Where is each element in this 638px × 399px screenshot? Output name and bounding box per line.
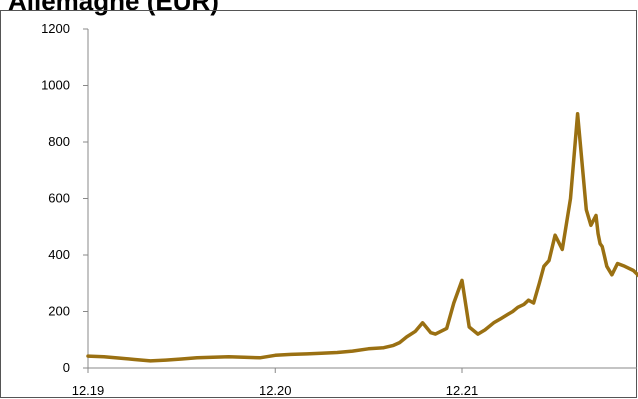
x-ticks: 12.19 12.20 12.21 (72, 368, 479, 398)
series-group (86, 112, 638, 363)
axes (87, 29, 637, 369)
chart-frame (0, 10, 637, 398)
y-tick-label: 1200 (41, 21, 70, 36)
y-tick-label: 1000 (41, 78, 70, 93)
x-tick-label: 12.21 (446, 383, 479, 398)
y-tick-label: 200 (48, 304, 70, 319)
y-tick-label: 0 (63, 360, 70, 375)
y-tick-label: 400 (48, 247, 70, 262)
y-ticks: 0 200 400 600 800 1000 1200 (41, 21, 88, 375)
chart-title: Allemagne (EUR) (8, 0, 219, 16)
x-tick-label: 12.20 (259, 383, 292, 398)
series-line (86, 112, 638, 363)
x-tick-label: 12.19 (72, 383, 105, 398)
y-tick-label: 800 (48, 134, 70, 149)
y-tick-label: 600 (48, 191, 70, 206)
